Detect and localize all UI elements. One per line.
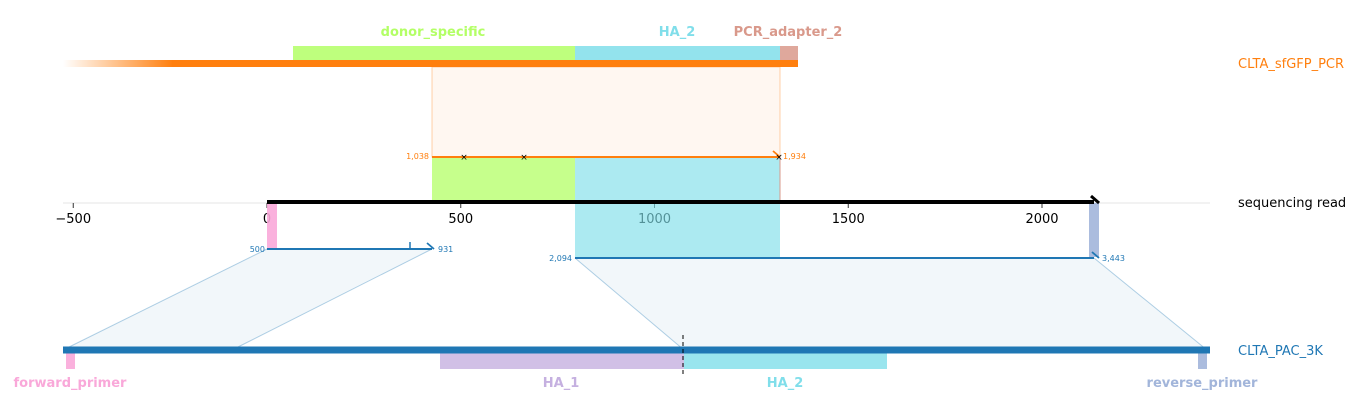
reference-alignment-2-shade [575, 258, 1207, 350]
read-forward-primer-end [267, 203, 277, 249]
donor-specific-feature-label: donor_specific [381, 25, 486, 40]
amplicon-track: donor_specific HA_2 PCR_adapter_2 CLTA_s… [63, 25, 1344, 72]
pcr-adapter-feature-label: PCR_adapter_2 [734, 25, 843, 40]
reference-track-name: CLTA_PAC_3K [1238, 344, 1323, 359]
axis-tick-label: 1500 [832, 212, 865, 227]
ha1-feature-block [440, 353, 684, 369]
amplicon-alignment: 1,038 1,934 × × × [406, 67, 806, 202]
ha2-feature-label-bottom: HA_2 [767, 376, 804, 391]
reference-alignment-1-start-label: 500 [250, 245, 265, 254]
amplicon-alignment-shade [432, 67, 780, 157]
forward-primer-feature-block [66, 353, 75, 369]
mismatch-marker: × [460, 153, 468, 163]
reference-alignment-2-start-label: 2,094 [549, 254, 572, 263]
axis-tick-label: 2000 [1025, 212, 1058, 227]
amplicon-line-fade [63, 60, 173, 67]
sequencing-read-name: sequencing read [1238, 196, 1346, 211]
forward-primer-feature-label: forward_primer [14, 376, 128, 391]
amplicon-alignment-end-label: 1,934 [783, 152, 806, 161]
amplicon-alignment-start-label: 1,038 [406, 152, 429, 161]
mismatch-marker: × [520, 153, 528, 163]
reverse-primer-feature-block [1198, 353, 1207, 369]
reverse-primer-feature-label: reverse_primer [1147, 376, 1259, 391]
read-reverse-primer-end [1089, 203, 1099, 257]
ha1-feature-label: HA_1 [543, 376, 580, 391]
reference-alignment-1-end-label: 931 [438, 245, 453, 254]
ha2-feature-label-top: HA_2 [659, 25, 696, 40]
pcr-adapter-feature-block [780, 46, 798, 62]
donor-specific-feature-block [293, 46, 575, 62]
axis-tick-label: −500 [55, 212, 91, 227]
ha2-projection-bottom [575, 203, 780, 258]
reference-alignment-1-shade [63, 249, 432, 350]
amplicon-track-name: CLTA_sfGFP_PCR [1238, 57, 1344, 72]
reference-alignments: 500 931 2,094 3,443 [63, 242, 1207, 350]
axis-tick-label: 500 [448, 212, 473, 227]
ha2-feature-block-bottom [684, 353, 887, 369]
amplicon-line [172, 60, 798, 67]
ha2-feature-block-top [575, 46, 780, 62]
donor-specific-projection [432, 157, 575, 202]
mismatch-marker: × [775, 153, 783, 163]
ha2-projection-top [575, 157, 780, 202]
reference-alignment-2-end-label: 3,443 [1102, 254, 1125, 263]
axis-ticks: −5000500100015002000 [55, 203, 1058, 227]
